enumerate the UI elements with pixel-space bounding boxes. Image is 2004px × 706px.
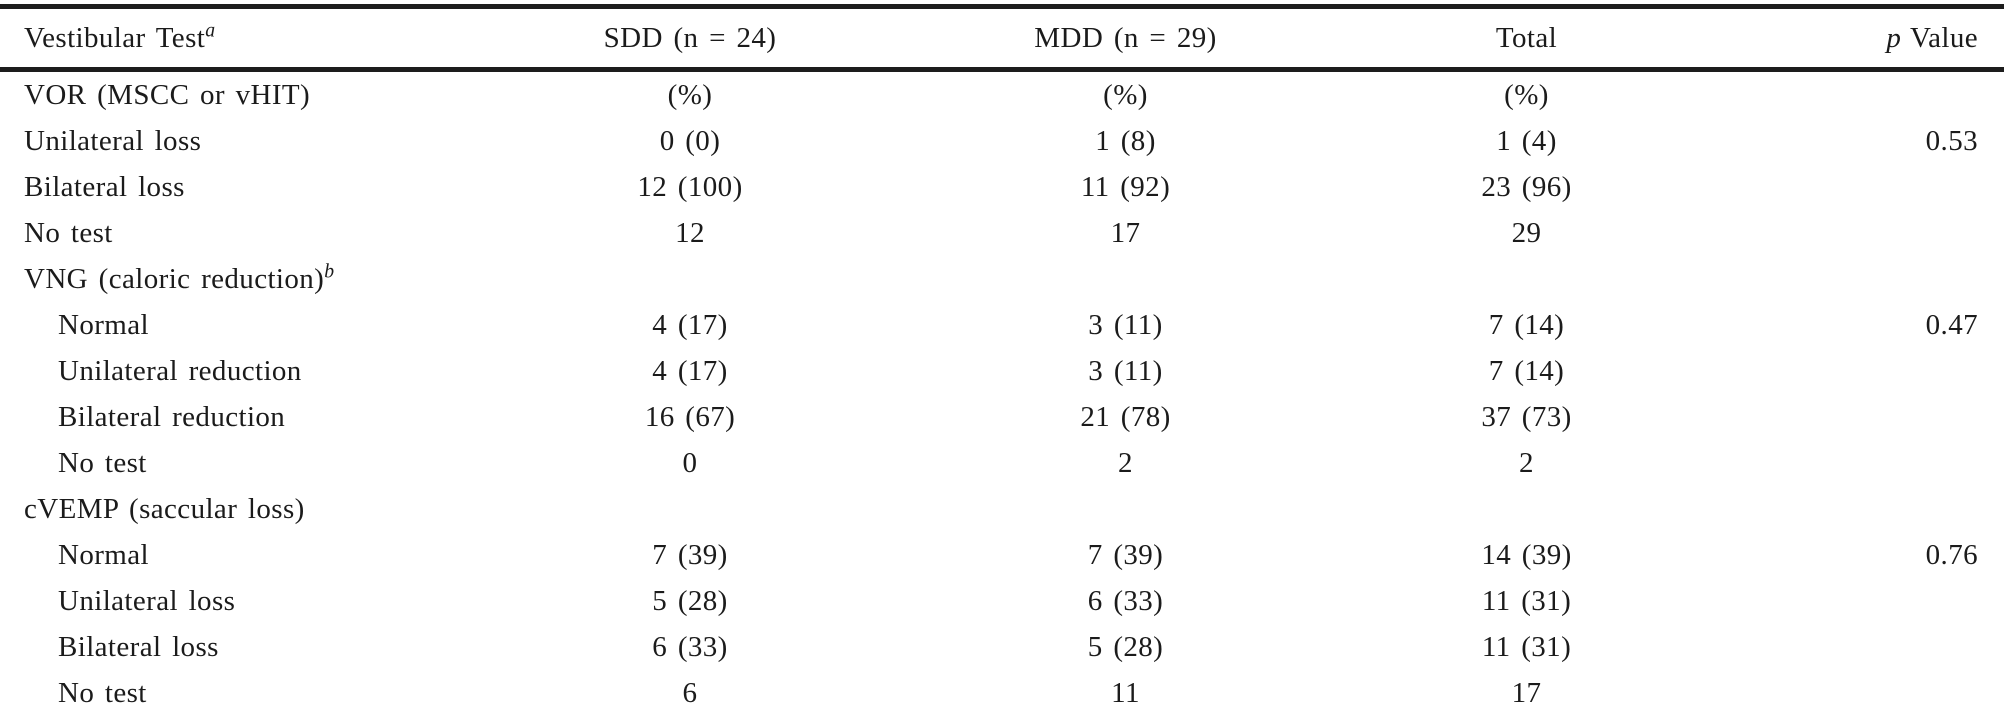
cell-mdd: [923, 486, 1328, 532]
cell-mdd: 7 (39): [1087, 538, 1164, 571]
table-row-cvemp-section: cVEMP (saccular loss): [0, 486, 2004, 532]
row-label: No test: [24, 216, 113, 249]
table-row: No test 12 17 29: [0, 210, 2004, 256]
row-label: Bilateral loss: [58, 630, 219, 663]
cell-mdd: 17: [1110, 216, 1141, 249]
cell-p-value: 0.47: [1925, 308, 1978, 341]
row-label: VOR (MSCC or vHIT): [24, 78, 311, 111]
cell-p-value: [1725, 578, 2004, 624]
cell-mdd: (%): [1103, 78, 1148, 111]
cell-p-value: [1725, 440, 2004, 486]
cell-mdd: 11: [1111, 676, 1140, 706]
table-row: Unilateral loss 5 (28) 6 (33) 11 (31): [0, 578, 2004, 624]
table-row: Normal 7 (39) 7 (39) 14 (39) 0.76: [0, 532, 2004, 578]
table-row: Normal 4 (17) 3 (11) 7 (14) 0.47: [0, 302, 2004, 348]
cell-total: 11 (31): [1481, 630, 1572, 663]
cell-total: 2: [1519, 446, 1534, 479]
row-label: No test: [58, 446, 147, 479]
cell-total: 11 (31): [1481, 584, 1572, 617]
cell-sdd: 4 (17): [652, 308, 728, 341]
cell-total: 29: [1511, 216, 1542, 249]
table-row: Unilateral loss 0 (0) 1 (8) 1 (4) 0.53: [0, 118, 2004, 164]
table-row: Bilateral reduction 16 (67) 21 (78) 37 (…: [0, 394, 2004, 440]
cell-total: 7 (14): [1488, 308, 1565, 341]
cell-sdd: 7 (39): [652, 538, 728, 571]
table-row: No test 6 11 17: [0, 670, 2004, 706]
cell-mdd: 5 (28): [1087, 630, 1164, 663]
column-header-sdd: SDD (n = 24): [457, 6, 923, 72]
table-row-vor-section: VOR (MSCC or vHIT) (%) (%) (%): [0, 70, 2004, 119]
header-row: Vestibular Testa SDD (n = 24) MDD (n = 2…: [0, 6, 2004, 72]
cell-p-value: [1725, 256, 2004, 302]
cell-total: [1328, 256, 1725, 302]
cell-sdd: [457, 486, 923, 532]
cell-mdd: 3 (11): [1088, 354, 1163, 387]
p-symbol: p: [1886, 21, 1902, 54]
cell-sdd: 16 (67): [644, 400, 736, 433]
column-header-mdd: MDD (n = 29): [923, 6, 1328, 72]
cell-sdd: [457, 256, 923, 302]
cell-sdd: 0: [682, 446, 698, 479]
cell-mdd: 11 (92): [1080, 170, 1171, 203]
row-label: Normal: [58, 538, 149, 571]
vestibular-test-results-table: Vestibular Testa SDD (n = 24) MDD (n = 2…: [0, 4, 2004, 706]
footnote-marker-b: b: [324, 259, 335, 282]
cell-p-value: 0.76: [1925, 538, 1978, 571]
row-label: VNG (caloric reduction)b: [24, 259, 335, 295]
cell-sdd: (%): [667, 78, 713, 111]
table-row: Unilateral reduction 4 (17) 3 (11) 7 (14…: [0, 348, 2004, 394]
cell-total: 14 (39): [1481, 538, 1572, 571]
cell-sdd: 12 (100): [637, 170, 743, 203]
cell-total: 23 (96): [1481, 170, 1572, 203]
cell-total: 1 (4): [1496, 124, 1557, 157]
cell-mdd: 2: [1118, 446, 1133, 479]
cell-p-value: [1725, 164, 2004, 210]
column-header-p-value: p Value: [1725, 6, 2004, 72]
cell-total: (%): [1504, 78, 1549, 111]
column-header-total: Total: [1328, 6, 1725, 72]
cell-total: 7 (14): [1488, 354, 1565, 387]
column-header-vestibular-test: Vestibular Testa: [0, 6, 457, 72]
row-label: cVEMP (saccular loss): [24, 492, 305, 525]
table-body: VOR (MSCC or vHIT) (%) (%) (%) Unilatera…: [0, 70, 2004, 706]
row-label: No test: [58, 676, 147, 706]
cell-sdd: 4 (17): [652, 354, 728, 387]
cell-sdd: 6: [682, 676, 698, 706]
table-row: Bilateral loss 12 (100) 11 (92) 23 (96): [0, 164, 2004, 210]
header-test-label: Vestibular Test: [24, 21, 206, 54]
table-header: Vestibular Testa SDD (n = 24) MDD (n = 2…: [0, 6, 2004, 72]
row-label: Unilateral loss: [24, 124, 202, 157]
table-row: No test 0 2 2: [0, 440, 2004, 486]
row-label: Unilateral reduction: [58, 354, 302, 387]
cell-total: 17: [1511, 676, 1542, 706]
cell-mdd: 6 (33): [1087, 584, 1164, 617]
cell-sdd: 5 (28): [652, 584, 728, 617]
cell-p-value: [1725, 624, 2004, 670]
cell-mdd: 21 (78): [1080, 400, 1171, 433]
cell-sdd: 6 (33): [652, 630, 728, 663]
cell-p-value: [1725, 70, 2004, 119]
table-row: Bilateral loss 6 (33) 5 (28) 11 (31): [0, 624, 2004, 670]
cell-p-value: [1725, 210, 2004, 256]
cell-mdd: 1 (8): [1095, 124, 1156, 157]
row-label: Bilateral reduction: [58, 400, 286, 433]
cell-p-value: [1725, 670, 2004, 706]
row-label: Unilateral loss: [58, 584, 236, 617]
cell-mdd: 3 (11): [1088, 308, 1163, 341]
table-row-vng-section: VNG (caloric reduction)b: [0, 256, 2004, 302]
cell-p-value: [1725, 394, 2004, 440]
row-label: Normal: [58, 308, 149, 341]
cell-p-value: [1725, 486, 2004, 532]
cell-total: [1328, 486, 1725, 532]
cell-p-value: [1725, 348, 2004, 394]
cell-mdd: [923, 256, 1328, 302]
footnote-marker-a: a: [205, 18, 216, 41]
cell-sdd: 12: [675, 216, 705, 249]
row-label: Bilateral loss: [24, 170, 185, 203]
cell-sdd: 0 (0): [659, 124, 721, 157]
cell-p-value: 0.53: [1925, 124, 1978, 157]
p-value-label: Value: [1909, 21, 1978, 54]
cell-total: 37 (73): [1481, 400, 1572, 433]
